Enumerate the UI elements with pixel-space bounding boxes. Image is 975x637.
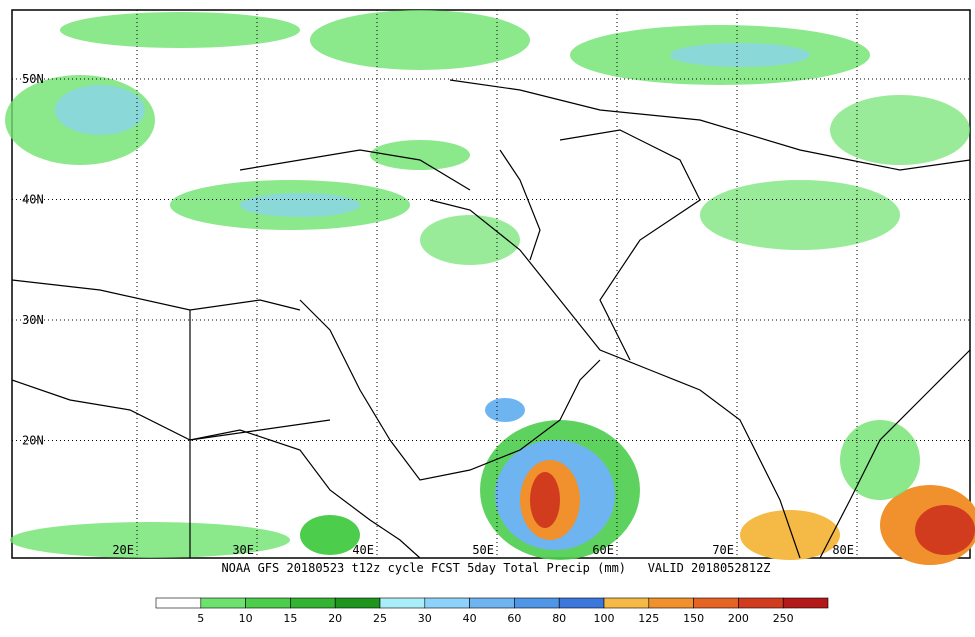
colorbar-swatch: [469, 597, 515, 609]
colorbar-label: 125: [638, 612, 659, 625]
colorbar-swatch: [155, 597, 202, 609]
colorbar-swatch: [200, 597, 246, 609]
colorbar-swatch: [782, 597, 829, 609]
colorbar-label: 250: [773, 612, 794, 625]
colorbar-label: 80: [552, 612, 566, 625]
lon-label: 50E: [472, 543, 494, 557]
lon-label: 30E: [232, 543, 254, 557]
lat-label: 40N: [22, 193, 44, 207]
colorbar-swatch: [424, 597, 470, 609]
colorbar-label: 20: [328, 612, 342, 625]
colorbar-swatch: [558, 597, 605, 609]
colorbar-label: 40: [463, 612, 477, 625]
lon-label: 60E: [592, 543, 614, 557]
colorbar-label: 15: [283, 612, 297, 625]
colorbar-swatch: [290, 597, 336, 609]
colorbar-label: 60: [507, 612, 521, 625]
lat-label: 20N: [22, 434, 44, 448]
colorbar-swatch: [514, 597, 560, 609]
lon-label: 70E: [712, 543, 734, 557]
lon-label: 20E: [112, 543, 134, 557]
precip-field: [5, 10, 975, 565]
colorbar-label: 150: [683, 612, 704, 625]
colorbar-swatch: [334, 597, 381, 609]
colorbar-label: 5: [197, 612, 204, 625]
colorbar-swatch: [379, 597, 426, 609]
colorbar-swatch: [693, 597, 739, 609]
coastlines: [11, 79, 971, 559]
colorbar-label: 25: [373, 612, 387, 625]
colorbar-swatch: [245, 597, 291, 609]
caption: NOAA GFS 20180523 t12z cycle FCST 5day T…: [221, 561, 770, 575]
lat-label: 30N: [22, 313, 44, 327]
colorbar-label: 10: [239, 612, 253, 625]
colorbar-swatch: [603, 597, 650, 609]
lat-label: 50N: [22, 72, 44, 86]
colorbar-label: 30: [418, 612, 432, 625]
colorbar-label: 100: [594, 612, 615, 625]
colorbar-label: 200: [728, 612, 749, 625]
lon-label: 80E: [832, 543, 854, 557]
lon-label: 40E: [352, 543, 374, 557]
colorbar-swatch: [738, 597, 784, 609]
colorbar-swatch: [648, 597, 694, 609]
